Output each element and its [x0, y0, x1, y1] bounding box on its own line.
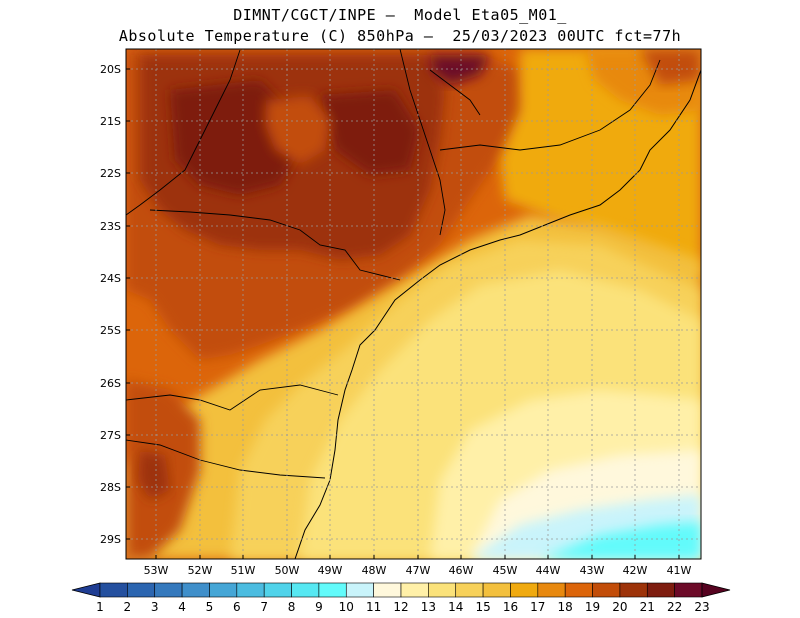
colorbar-swatch [209, 582, 238, 598]
colorbar-label: 8 [288, 600, 296, 614]
colorbar-swatch [428, 582, 457, 598]
graticule [126, 49, 701, 559]
colorbar-label: 7 [260, 600, 268, 614]
colorbar-swatch [263, 582, 292, 598]
colorbar-label: 2 [124, 600, 132, 614]
colorbar-label: 10 [339, 600, 354, 614]
colorbar-label: 19 [585, 600, 600, 614]
lon-label: 44W [536, 564, 561, 577]
region-20C-ne [640, 49, 701, 85]
lon-label: 49W [318, 564, 343, 577]
colorbar-swatch [674, 582, 703, 598]
colorbar-label: 15 [475, 600, 490, 614]
border-sp-mg [399, 49, 446, 236]
colorbar-swatch [510, 582, 539, 598]
tick-marks [126, 68, 680, 559]
lat-label: 21S [100, 115, 121, 128]
border-mg-rj-es [439, 59, 661, 151]
colorbar-label: 3 [151, 600, 159, 614]
colorbar-swatch [291, 582, 320, 598]
colorbar-swatch [181, 582, 210, 598]
colorbar-swatch [482, 582, 511, 598]
region-20C-pocket [265, 96, 330, 165]
colorbar-swatch [127, 582, 156, 598]
colorbar-label: 17 [530, 600, 545, 614]
colorbar-label: 5 [206, 600, 214, 614]
lon-labels: 53W 52W 51W 50W 49W 48W 47W 46W 45W 44W … [144, 564, 692, 577]
colorbar-label: 14 [448, 600, 463, 614]
lon-label: 46W [449, 564, 474, 577]
colorbar-label: 18 [558, 600, 573, 614]
colorbar-label: 13 [421, 600, 436, 614]
colorbar-label: 11 [366, 600, 381, 614]
lon-label: 47W [406, 564, 431, 577]
border-sc-rs [126, 439, 326, 479]
colorbar-swatch [455, 582, 484, 598]
temperature-field [126, 49, 701, 559]
colorbar-label: 22 [667, 600, 682, 614]
colorbar: 1 2 3 4 5 6 7 8 9 10 11 12 13 14 15 16 17 18 19 20 21 22 23 [71, 582, 731, 614]
border-sp-pr [149, 209, 401, 281]
lat-label: 28S [100, 481, 121, 494]
colorbar-swatch [564, 582, 593, 598]
colorbar-swatch [373, 582, 402, 598]
map-frame [125, 48, 702, 560]
lat-label: 29S [100, 533, 121, 546]
lon-label: 48W [362, 564, 387, 577]
lat-label: 24S [100, 272, 121, 285]
lat-label: 26S [100, 377, 121, 390]
lon-label: 51W [231, 564, 256, 577]
lon-label: 45W [493, 564, 518, 577]
colorbar-swatch [592, 582, 621, 598]
border-pr-sc [126, 384, 339, 411]
lat-label: 27S [100, 429, 121, 442]
colorbar-label: 23 [694, 600, 709, 614]
colorbar-swatch [537, 582, 566, 598]
colorbar-label: 1 [96, 600, 104, 614]
lon-label: 42W [623, 564, 648, 577]
lat-label: 22S [100, 167, 121, 180]
lon-label: 50W [275, 564, 300, 577]
region-22C-east [320, 90, 420, 175]
title-line-1: DIMNT/CGCT/INPE – Model Eta05_M01_ [233, 6, 567, 24]
colorbar-label: 21 [640, 600, 655, 614]
region-21C-sw [138, 450, 170, 500]
lat-label: 20S [100, 63, 121, 76]
border-river [429, 69, 481, 116]
border-ms [126, 49, 241, 216]
colorbar-label: 16 [503, 600, 518, 614]
colorbar-label: 20 [612, 600, 627, 614]
lat-label: 25S [100, 324, 121, 337]
colorbar-swatch [646, 582, 675, 598]
colorbar-swatch [154, 582, 183, 598]
region-23C [430, 55, 490, 85]
colorbar-swatch [99, 582, 128, 598]
coastline [294, 69, 701, 559]
colorbar-swatch [318, 582, 347, 598]
lat-labels: 20S 21S 22S 23S 24S 25S 26S 27S 28S 29S [100, 63, 121, 546]
colorbar-label: 9 [315, 600, 323, 614]
lon-label: 43W [580, 564, 605, 577]
colorbar-arrow-high [701, 582, 731, 598]
region-10C [540, 522, 701, 559]
lon-label: 53W [144, 564, 169, 577]
colorbar-swatch [236, 582, 265, 598]
colorbar-label: 12 [393, 600, 408, 614]
colorbar-swatch [619, 582, 648, 598]
title-line-2: Absolute Temperature (C) 850hPa – 25/03/… [118, 27, 682, 45]
colorbar-swatch [400, 582, 429, 598]
lon-label: 52W [188, 564, 213, 577]
lat-label: 23S [100, 220, 121, 233]
colorbar-label: 6 [233, 600, 241, 614]
lon-label: 41W [667, 564, 692, 577]
colorbar-arrow-low [71, 582, 101, 598]
colorbar-label: 4 [178, 600, 186, 614]
colorbar-swatch [345, 582, 374, 598]
